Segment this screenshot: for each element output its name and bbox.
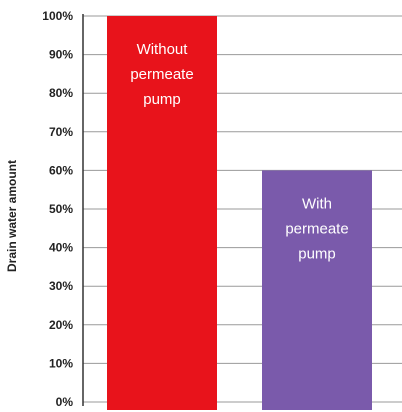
y-tick-label: 10%	[49, 356, 73, 370]
y-tick-labels: 0% 10% 20% 30% 40% 50% 60% 70% 80% 90% 100%	[42, 9, 73, 409]
y-axis-title: Drain water amount	[5, 160, 19, 272]
y-tick-label: 100%	[42, 9, 73, 23]
bar-1-label-line: Without	[137, 41, 189, 58]
y-tick-label: 70%	[49, 125, 73, 139]
bar-1	[107, 16, 217, 410]
y-tick-label: 30%	[49, 279, 73, 293]
y-tick-label: 60%	[49, 163, 73, 177]
bar-1-label-line: pump	[143, 91, 181, 108]
y-tick-label: 0%	[56, 395, 74, 409]
bar-2	[262, 170, 372, 410]
bar-2-label-line: With	[302, 195, 332, 212]
bar-2-label-line: permeate	[285, 220, 348, 237]
y-tick-label: 80%	[49, 86, 73, 100]
y-tick-label: 20%	[49, 318, 73, 332]
y-tick-label: 90%	[49, 48, 73, 62]
bar-2-label-line: pump	[298, 245, 336, 262]
y-tick-label: 50%	[49, 202, 73, 216]
bars: Without permeate pump With permeate pump	[107, 16, 372, 410]
bar-1-label-line: permeate	[130, 66, 193, 83]
y-tick-label: 40%	[49, 241, 73, 255]
